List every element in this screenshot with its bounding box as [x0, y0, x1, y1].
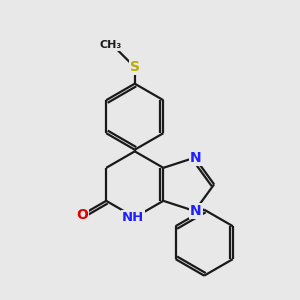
Text: NH: NH	[122, 211, 144, 224]
Text: S: S	[130, 60, 140, 74]
Text: N: N	[190, 204, 202, 218]
Text: O: O	[76, 208, 88, 222]
Text: N: N	[190, 151, 202, 165]
Text: CH₃: CH₃	[100, 40, 122, 50]
